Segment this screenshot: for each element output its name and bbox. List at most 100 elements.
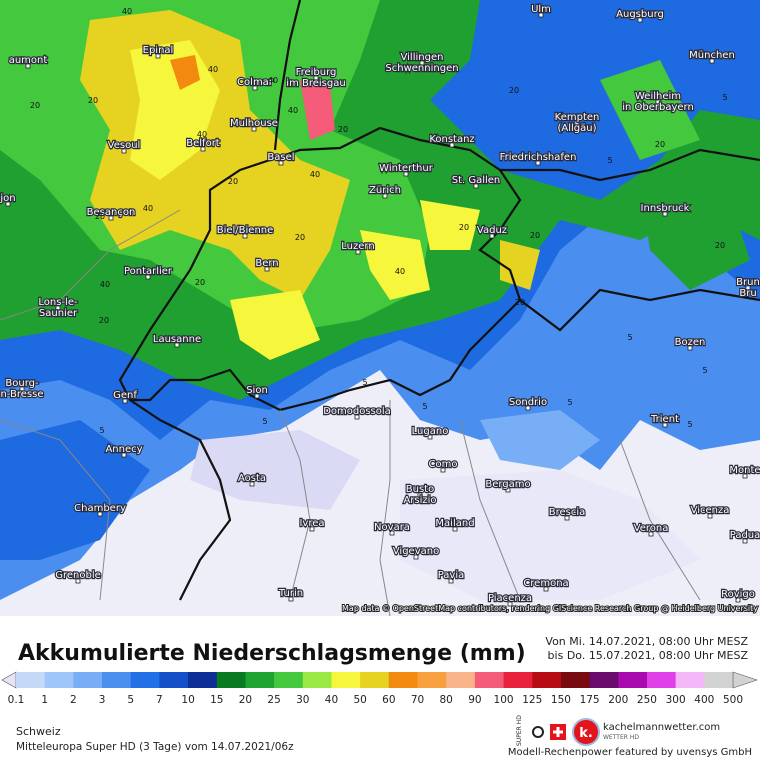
city-dot: [707, 513, 713, 519]
legend-swatch: [102, 672, 132, 688]
legend-tick-label: 2: [70, 694, 77, 706]
contour-label: 5: [362, 378, 367, 387]
legend-tick-label: 175: [580, 694, 600, 706]
city-dot: [242, 233, 248, 239]
legend-tick-label: 50: [353, 694, 366, 706]
legend-swatch: [417, 672, 447, 688]
city-label: Pavia: [438, 570, 465, 581]
legend-tick-label: 1: [41, 694, 48, 706]
city-dot: [122, 398, 128, 404]
contour-label: 40: [100, 280, 110, 289]
legend-tick-label: 70: [411, 694, 424, 706]
city-label: Grenoble: [55, 570, 101, 581]
city-dot: [535, 160, 541, 166]
city-label: Vicenza: [691, 505, 730, 516]
city-dot: [19, 386, 25, 392]
city-dot: [75, 578, 81, 584]
city-dot: [389, 530, 395, 536]
contour-label: 20: [228, 177, 238, 186]
city-dot: [637, 17, 643, 23]
city-dot: [742, 538, 748, 544]
city-dot: [251, 126, 257, 132]
city-dot: [5, 201, 11, 207]
logo: [572, 718, 600, 746]
city-dot: [145, 274, 151, 280]
legend-tick-label: 400: [694, 694, 714, 706]
legend-tick-label: 150: [551, 694, 571, 706]
city-dot: [419, 60, 425, 66]
city-dot: [264, 266, 270, 272]
contour-label: 20: [95, 212, 105, 221]
legend-swatch: [245, 672, 275, 688]
legend-tick-label: 30: [296, 694, 309, 706]
city-dot: [473, 183, 479, 189]
contour-label: 40: [288, 106, 298, 115]
city-dot: [449, 142, 455, 148]
city-label: Basel: [267, 152, 294, 163]
city-dot: [249, 481, 255, 487]
contour-label: 40: [268, 76, 278, 85]
legend-swatch: [446, 672, 476, 688]
city-dot: [309, 526, 315, 532]
legend-arrow: [732, 671, 758, 689]
city-label: Brescia: [549, 507, 586, 518]
city-label: Trient: [650, 414, 679, 425]
contour-label: 5: [422, 402, 427, 411]
legend-swatch: [646, 672, 677, 688]
badge: SUPER HD: [516, 715, 523, 746]
legend-tick-label: 250: [637, 694, 657, 706]
city-label: Ulm: [531, 4, 551, 15]
legend-swatch: [532, 672, 562, 688]
city-dot: [507, 601, 513, 607]
city-label: Konstanz: [429, 134, 474, 145]
legend-tick-label: 15: [210, 694, 223, 706]
legend-swatch: [560, 672, 591, 688]
contour-label: 20: [715, 241, 725, 250]
city-label: Ivrea: [299, 518, 324, 529]
contour-label: 5: [702, 366, 707, 375]
city-dot: [662, 422, 668, 428]
legend-swatch: [16, 672, 46, 688]
legend-tick-label: 300: [666, 694, 686, 706]
city-label: Lugano: [412, 426, 449, 437]
legend-tick-label: 90: [468, 694, 481, 706]
legend-swatch: [73, 672, 103, 688]
city-dot: [174, 342, 180, 348]
city-label: Belfort: [186, 138, 220, 149]
legend-swatch: [704, 672, 734, 688]
city-label: Mailand: [435, 518, 474, 529]
city-dot: [413, 554, 419, 560]
city-dot: [489, 233, 495, 239]
city-label: Augsburg: [616, 9, 664, 20]
contour-label: 20: [655, 140, 665, 149]
contour-label: 5: [567, 398, 572, 407]
city-label: Winterthur: [379, 163, 434, 174]
period-from: Von Mi. 14.07.2021, 08:00 Uhr MESZ: [545, 635, 748, 648]
legend-tick-label: 0.1: [8, 694, 25, 706]
city-dot: [662, 211, 668, 217]
city-dot: [709, 58, 715, 64]
city-label: Aosta: [238, 473, 266, 484]
city-dot: [735, 597, 741, 603]
contour-label: 20: [515, 298, 525, 307]
city-label: Novara: [374, 522, 410, 533]
legend-tick-label: 125: [522, 694, 542, 706]
city-label: Lausanne: [153, 334, 201, 345]
contour-label: 40: [122, 7, 132, 16]
city-label: Villingen: [401, 52, 444, 63]
contour-label: 40: [143, 204, 153, 213]
city-dot: [745, 285, 751, 291]
city-dot: [742, 473, 748, 479]
legend-swatch: [589, 672, 619, 688]
city-label: Bergamo: [485, 479, 530, 490]
contour-label: 5: [99, 426, 104, 435]
legend-tick-label: 3: [99, 694, 106, 706]
city-label: Besançon: [87, 207, 136, 218]
city-label: Weilheim: [635, 91, 681, 102]
brand-sub: WETTER HD: [603, 734, 639, 741]
contour-label: 40: [197, 130, 207, 139]
contour-label: 20: [295, 233, 305, 242]
contour-label: 5: [627, 333, 632, 342]
legend-tick-label: 5: [127, 694, 134, 706]
city-label: Lons-le-: [38, 297, 78, 308]
